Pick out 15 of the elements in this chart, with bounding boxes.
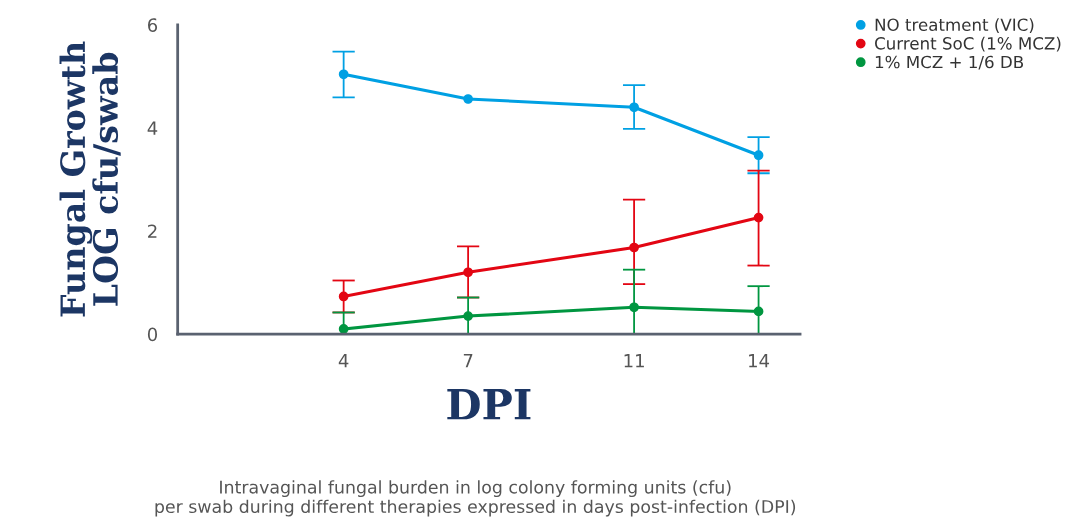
x-axis-title: DPI: [447, 388, 531, 420]
text: Intravaginal fungal burden in log colony forming units (cfu) per swab during different therapies expressed in days post-infection (DPI): [155, 480, 796, 517]
legend-label: NO treatment (VIC): [875, 18, 1034, 33]
x-tick-label: 11: [624, 354, 644, 368]
legend-label: 1% MCZ + 1/6 DB: [875, 55, 1024, 70]
legend-label: Current SoC (1% MCZ): [875, 36, 1061, 52]
point: [463, 94, 473, 104]
x-tick-label: 7: [463, 354, 473, 368]
y-tick-label: 0: [147, 327, 158, 342]
x-tick-label: 14: [749, 354, 770, 368]
y-tick-label: 2: [148, 224, 157, 238]
y-tick-label: 4: [147, 121, 158, 135]
y-axis-title: Fungal Growth LOG cfu/swab: [59, 41, 121, 317]
x-tick-label: 4: [338, 354, 349, 368]
y-tick-label: 6: [148, 18, 158, 32]
